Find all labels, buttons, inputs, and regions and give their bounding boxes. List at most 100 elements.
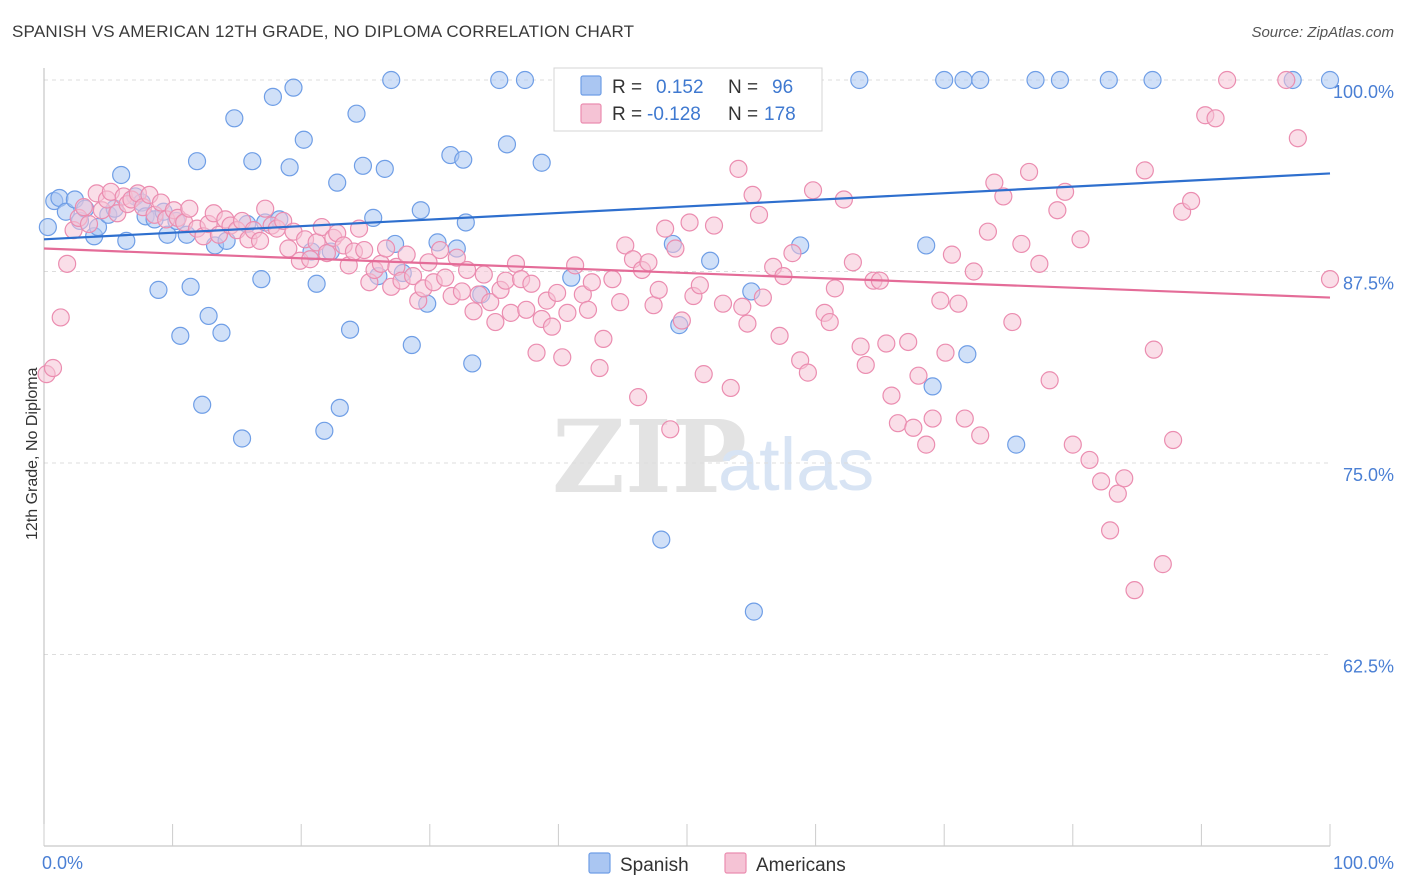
spanish-point-84 — [923, 377, 942, 396]
americans-point-64 — [397, 245, 416, 264]
spanish-point-66 — [490, 70, 509, 90]
spanish-point-83 — [917, 236, 936, 255]
americans-point-125 — [749, 205, 769, 224]
spanish-point-11 — [112, 165, 131, 185]
legend-r-value-americans: -0.128 — [647, 104, 701, 125]
spanish-point-52 — [375, 159, 394, 178]
spanish-point-53 — [382, 70, 401, 90]
spanish-point-39 — [284, 78, 303, 97]
americans-point-136 — [825, 279, 844, 298]
americans-point-71 — [436, 268, 455, 287]
americans-point-87 — [522, 274, 541, 293]
americans-point-171 — [1091, 472, 1111, 491]
americans-point-173 — [1108, 484, 1127, 503]
spanish-point-40 — [294, 130, 313, 149]
americans-points — [37, 70, 1340, 600]
americans-point-111 — [661, 420, 680, 439]
spanish-point-49 — [353, 156, 373, 175]
americans-point-92 — [548, 283, 567, 303]
spanish-point-31 — [232, 429, 252, 448]
americans-point-3 — [58, 254, 77, 273]
americans-point-99 — [590, 358, 609, 378]
spanish-point-69 — [532, 153, 551, 172]
americans-point-122 — [733, 297, 752, 316]
americans-point-94 — [558, 303, 577, 322]
americans-point-179 — [1164, 430, 1183, 450]
spanish-point-57 — [411, 201, 430, 220]
americans-point-37 — [250, 231, 270, 250]
americans-point-83 — [501, 303, 520, 322]
americans-point-2 — [51, 308, 70, 327]
americans-point-153 — [942, 245, 962, 264]
spanish-point-24 — [187, 152, 207, 171]
americans-point-107 — [639, 253, 658, 272]
watermark-atlas: atlas — [718, 423, 874, 506]
americans-point-112 — [666, 239, 685, 258]
americans-point-25 — [180, 199, 199, 218]
spanish-point-62 — [454, 150, 473, 169]
americans-point-119 — [713, 294, 733, 313]
americans-point-158 — [978, 222, 998, 241]
americans-point-139 — [851, 337, 870, 356]
americans-point-174 — [1115, 469, 1134, 488]
spanish-point-26 — [199, 306, 218, 326]
americans-point-121 — [729, 159, 748, 178]
watermark-zip: ZIP — [552, 398, 747, 516]
spanish-point-36 — [263, 87, 283, 106]
americans-point-113 — [672, 311, 691, 330]
spanish-point-68 — [515, 70, 535, 90]
americans-point-175 — [1125, 581, 1144, 600]
americans-point-98 — [582, 273, 601, 292]
americans-point-74 — [452, 282, 472, 301]
chart-title: SPANISH VS AMERICAN 12TH GRADE, NO DIPLO… — [12, 22, 635, 41]
americans-point-126 — [753, 288, 772, 307]
x-tick-label-min: 0.0% — [42, 853, 83, 873]
legend-box: R = 0.152 N = 96 R = -0.128 N = 178 — [553, 67, 823, 132]
spanish-point-79 — [744, 602, 763, 621]
americans-point-123 — [738, 314, 757, 333]
bottom-legend-swatch-spanish — [588, 852, 611, 874]
americans-point-91 — [542, 317, 562, 336]
spanish-point-0 — [38, 217, 57, 237]
y-tick-label-2: 87.5% — [1343, 274, 1394, 294]
americans-point-65 — [403, 266, 423, 286]
americans-point-152 — [936, 343, 955, 362]
americans-point-138 — [843, 253, 862, 272]
americans-point-135 — [820, 312, 839, 332]
americans-point-163 — [1019, 162, 1039, 182]
spanish-point-43 — [315, 421, 334, 440]
spanish-point-67 — [497, 135, 517, 154]
americans-point-181 — [1182, 191, 1201, 211]
americans-point-95 — [566, 256, 585, 275]
americans-point-80 — [486, 312, 505, 332]
americans-point-185 — [1277, 70, 1296, 90]
spanish-point-23 — [181, 277, 200, 296]
spanish-point-34 — [252, 270, 271, 289]
americans-point-187 — [1320, 270, 1340, 289]
spanish-point-38 — [280, 158, 299, 177]
spanish-point-33 — [243, 152, 262, 171]
spanish-point-92 — [1099, 70, 1118, 90]
americans-point-1 — [43, 358, 63, 378]
legend-swatch-americans — [580, 103, 602, 124]
spanish-point-12 — [117, 231, 136, 250]
americans-point-144 — [882, 386, 901, 405]
spanish-point-17 — [149, 280, 168, 299]
spanish-point-64 — [463, 354, 482, 373]
americans-point-38 — [256, 199, 275, 218]
spanish-point-93 — [1143, 70, 1162, 90]
bottom-legend-label-spanish: Spanish — [620, 855, 689, 876]
americans-point-105 — [629, 388, 648, 407]
americans-point-177 — [1144, 340, 1163, 359]
americans-point-172 — [1100, 521, 1120, 540]
americans-point-84 — [506, 254, 526, 273]
spanish-point-90 — [1026, 70, 1045, 90]
americans-point-118 — [704, 216, 724, 235]
americans-point-114 — [680, 213, 699, 232]
bottom-legend-label-americans: Americans — [756, 855, 846, 876]
americans-point-76 — [464, 302, 483, 321]
americans-point-157 — [971, 426, 990, 445]
spanish-point-86 — [954, 70, 973, 90]
americans-point-117 — [694, 365, 713, 384]
